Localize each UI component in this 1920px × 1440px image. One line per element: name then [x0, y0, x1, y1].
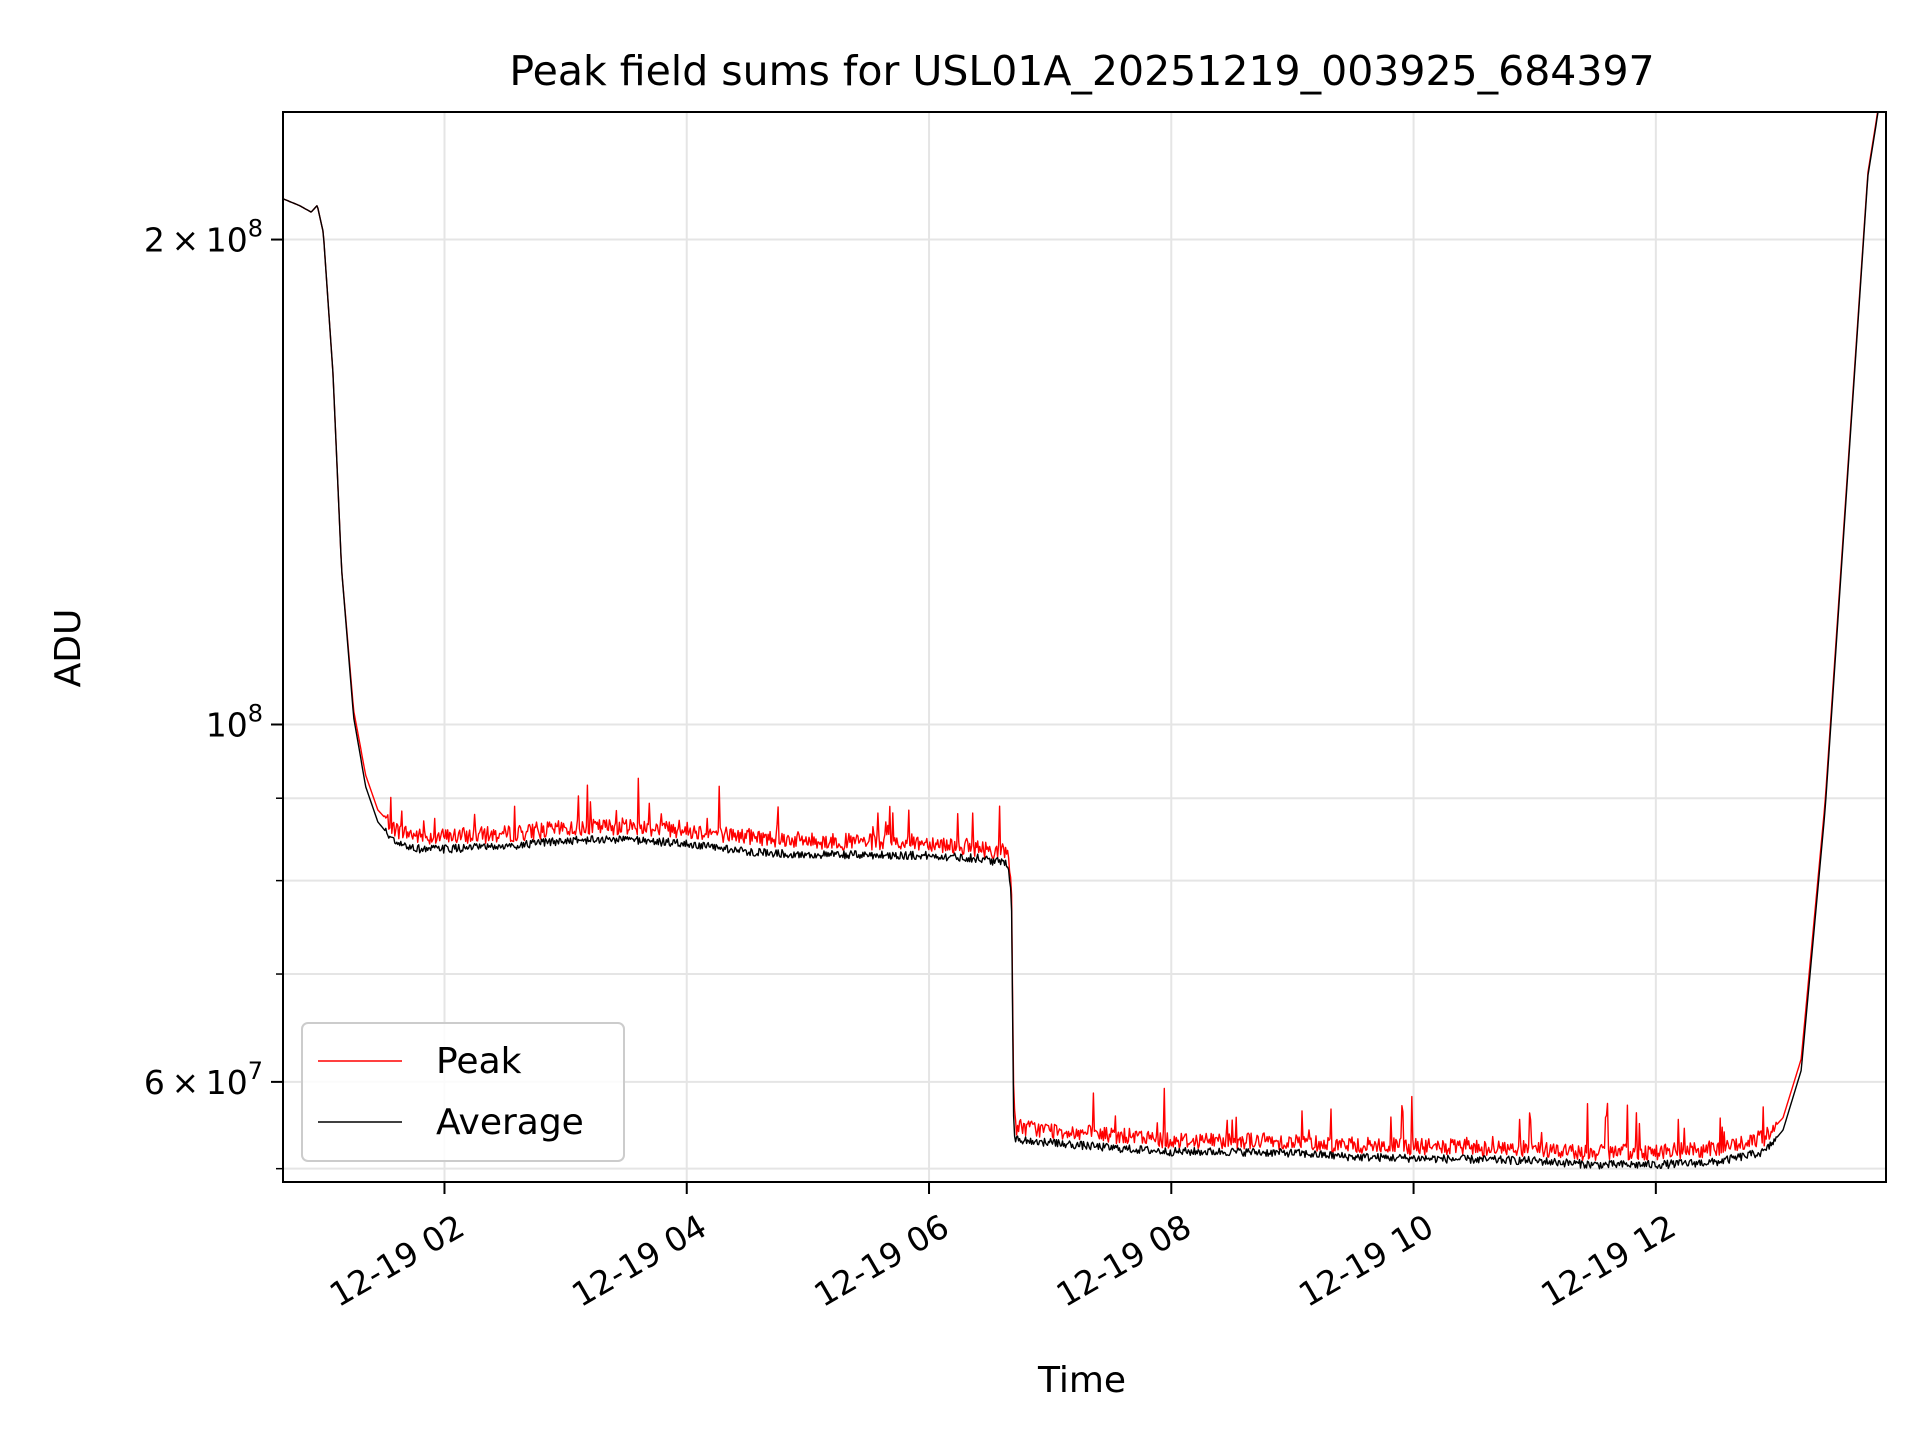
legend-label-peak: Peak [436, 1041, 522, 1082]
legend-label-average: Average [436, 1102, 584, 1143]
y-tick-label: 108 [206, 699, 263, 744]
legend-frame [301, 1022, 625, 1162]
y-tick-label: 6 × 107 [144, 1057, 263, 1102]
series-peak-line [283, 112, 1879, 1162]
chart-title: Peak field sums for USL01A_20251219_0039… [509, 47, 1654, 95]
y-axis-label: ADU [48, 609, 89, 688]
plot-frame [282, 111, 1887, 1183]
legend: Peak Average [301, 1022, 625, 1162]
series-average-line [283, 112, 1879, 1170]
y-axis: 2 × 108 108 6 × 107 [144, 215, 283, 1170]
x-axis-label: Time [1037, 1360, 1126, 1401]
y-tick-label: 2 × 108 [144, 215, 263, 260]
series-group [283, 112, 1879, 1170]
